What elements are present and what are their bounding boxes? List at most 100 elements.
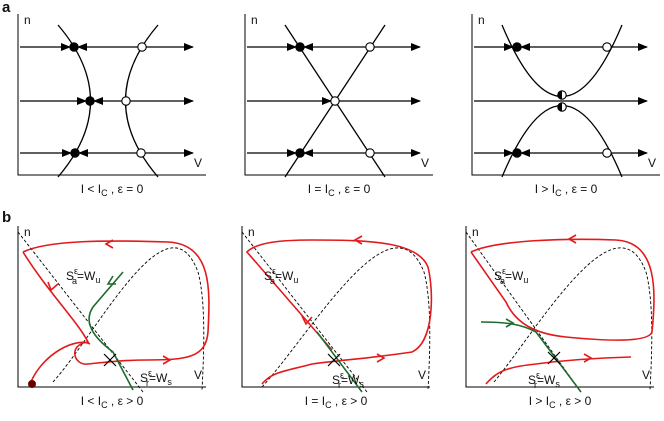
plot: n V I < IC , ε > 0 Sε a=Wu Sε r=Ws — [17, 225, 210, 410]
critical-manifold — [493, 247, 653, 391]
annotation-rest: =W — [77, 269, 96, 283]
panel-label: a — [2, 0, 11, 16]
y-axis-label: n — [472, 225, 479, 239]
annotation-sup: ε — [74, 266, 78, 276]
annotation-rest: =W — [537, 373, 556, 387]
arrow — [104, 239, 114, 249]
half-point — [557, 102, 562, 112]
nullcline — [501, 104, 623, 178]
unstable-point — [365, 42, 375, 52]
caption-main: I = I — [305, 394, 325, 408]
saddle — [103, 353, 117, 367]
caption-main: I > I — [529, 394, 549, 408]
stable-point — [69, 42, 79, 52]
y-axis-label: n — [24, 225, 31, 239]
caption-sub: C — [101, 188, 108, 198]
caption-sub: C — [328, 188, 335, 198]
arrow — [353, 235, 363, 245]
x-axis-label: V — [421, 156, 429, 170]
caption-rest: , ε = 0 — [108, 182, 144, 196]
annotation-base: S — [66, 269, 74, 283]
caption: I = IC , ε = 0 — [308, 182, 371, 198]
critical-manifold — [465, 231, 582, 393]
annotation-base: S — [264, 269, 272, 283]
x-axis-label: V — [194, 156, 202, 170]
annotation-sub: r — [534, 380, 537, 390]
saddle — [327, 353, 341, 367]
unstable-point — [136, 148, 146, 158]
stable-point — [512, 148, 522, 158]
caption-main: I < I — [81, 394, 101, 408]
annotation-sup: ε — [148, 368, 152, 378]
nullcline — [501, 24, 623, 98]
trajectory — [245, 239, 433, 385]
caption-main: I < I — [81, 182, 101, 196]
caption-sub: C — [555, 188, 562, 198]
annotation-sup: ε — [272, 266, 276, 276]
stable-point — [85, 96, 95, 106]
caption-rest: , ε = 0 — [335, 182, 371, 196]
annotation: Sε r=Ws — [332, 370, 364, 390]
annotation-rest-sub: u — [293, 275, 298, 285]
annotation-rest: =W — [149, 371, 168, 385]
x-axis-label: V — [648, 156, 656, 170]
unstable-point — [602, 148, 612, 158]
annotation: Sε r=Ws — [140, 368, 172, 388]
trajectory — [485, 356, 632, 385]
annotation-rest: =W — [505, 269, 524, 283]
annotation-sup: ε — [340, 370, 344, 380]
annotation-rest-sub: s — [359, 379, 364, 389]
axes — [465, 226, 654, 388]
annotation-sup: ε — [536, 370, 540, 380]
y-axis-label: n — [248, 225, 255, 239]
y-axis-label: n — [24, 13, 31, 27]
annotation-sup: ε — [502, 266, 506, 276]
annotation: Sε a=Wu — [66, 266, 100, 286]
arrow — [301, 315, 313, 326]
axes — [471, 14, 660, 176]
annotation-rest-sub: u — [523, 275, 528, 285]
unstable-point — [330, 96, 340, 106]
caption: I < IC , ε = 0 — [81, 182, 144, 198]
caption-rest: , ε = 0 — [562, 182, 598, 196]
caption-main: I = I — [308, 182, 328, 196]
annotation-sub: r — [338, 380, 341, 390]
annotation-rest: =W — [341, 373, 360, 387]
annotation-sub: a — [500, 276, 505, 286]
half-point — [557, 90, 562, 100]
critical-manifold — [17, 231, 144, 393]
arrow — [505, 318, 515, 328]
caption-sub: C — [549, 400, 556, 410]
annotation-sub: a — [72, 276, 77, 286]
trajectory — [22, 240, 210, 365]
trajectory — [470, 238, 655, 341]
saddle — [547, 351, 561, 365]
panel-label: b — [2, 209, 11, 226]
arrow — [162, 355, 172, 365]
arrow — [583, 353, 593, 363]
unstable-point — [121, 96, 131, 106]
critical-manifold — [52, 247, 205, 391]
arrow — [106, 275, 116, 285]
caption-sub: C — [325, 400, 332, 410]
unstable-point — [365, 148, 375, 158]
arrow — [567, 234, 577, 244]
axes — [17, 226, 206, 388]
stable-point — [295, 42, 305, 52]
y-axis-label: n — [251, 13, 258, 27]
critical-manifold — [241, 231, 368, 393]
x-axis-label: V — [418, 368, 426, 382]
x-axis-label: V — [194, 368, 202, 382]
annotation-base: S — [332, 373, 340, 387]
annotation-sub: a — [270, 276, 275, 286]
annotation: Sε r=Ws — [528, 370, 560, 390]
arrow — [47, 281, 59, 292]
y-axis-label: n — [478, 13, 485, 27]
annotation-base: S — [140, 371, 148, 385]
stable-point — [295, 148, 305, 158]
caption-rest: , ε > 0 — [556, 394, 592, 408]
caption: I < IC , ε > 0 — [81, 394, 144, 410]
